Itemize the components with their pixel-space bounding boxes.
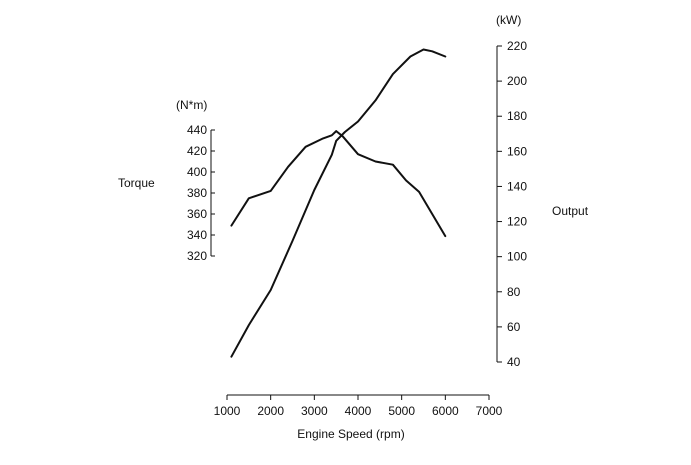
torque-tick-label: 440 <box>187 123 207 137</box>
output-tick-label: 60 <box>507 320 521 334</box>
torque-tick-label: 380 <box>187 186 207 200</box>
x-axis-label: Engine Speed (rpm) <box>297 427 404 441</box>
x-tick-label: 1000 <box>214 404 241 418</box>
x-tick-label: 3000 <box>301 404 328 418</box>
x-tick-label: 6000 <box>432 404 459 418</box>
output-tick-label: 220 <box>507 39 527 53</box>
x-tick-label: 5000 <box>388 404 415 418</box>
x-tick-label: 2000 <box>257 404 284 418</box>
x-tick-label: 4000 <box>345 404 372 418</box>
output-tick-label: 160 <box>507 144 527 158</box>
torque-tick-label: 420 <box>187 144 207 158</box>
torque-axis-label: Torque <box>118 176 155 190</box>
output-tick-label: 120 <box>507 215 527 229</box>
series-layer <box>230 48 447 358</box>
torque-axis: 320 340 360 380 400 420 440 <box>187 123 215 263</box>
output-unit-label: (kW) <box>496 13 521 27</box>
output-tick-label: 140 <box>507 179 527 193</box>
x-tick-label: 7000 <box>476 404 503 418</box>
torque-curve <box>230 130 447 238</box>
torque-unit-label: (N*m) <box>176 98 207 112</box>
output-tick-label: 100 <box>507 250 527 264</box>
engine-speed-axis: 1000 2000 3000 4000 5000 6000 7000 <box>214 394 503 418</box>
output-tick-label: 40 <box>507 355 521 369</box>
torque-tick-label: 320 <box>187 249 207 263</box>
output-axis-label: Output <box>552 204 589 218</box>
output-tick-label: 200 <box>507 74 527 88</box>
output-tick-label: 180 <box>507 109 527 123</box>
torque-tick-label: 340 <box>187 228 207 242</box>
torque-tick-label: 400 <box>187 165 207 179</box>
output-axis: 40 60 80 100 120 140 160 180 200 220 <box>496 39 527 369</box>
torque-tick-label: 360 <box>187 207 207 221</box>
output-curve <box>230 48 447 358</box>
output-tick-label: 80 <box>507 285 521 299</box>
